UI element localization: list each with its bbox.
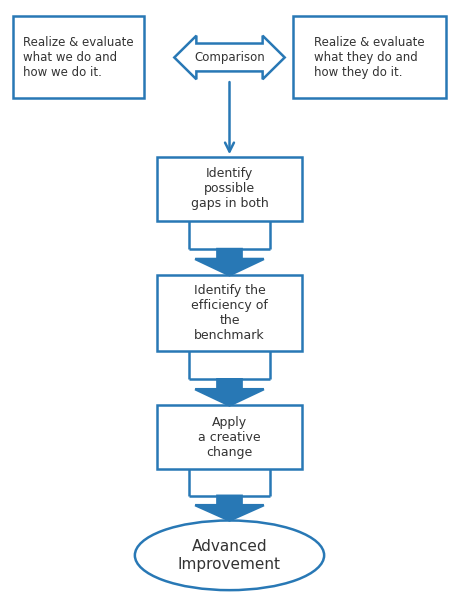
Polygon shape — [195, 379, 264, 405]
FancyBboxPatch shape — [157, 405, 302, 469]
FancyBboxPatch shape — [13, 17, 144, 98]
Text: Advanced
Improvement: Advanced Improvement — [178, 539, 281, 572]
Text: Identify the
efficiency of
the
benchmark: Identify the efficiency of the benchmark — [191, 284, 268, 342]
Text: Comparison: Comparison — [194, 51, 265, 64]
Text: Identify
possible
gaps in both: Identify possible gaps in both — [190, 168, 269, 211]
FancyBboxPatch shape — [292, 17, 446, 98]
Text: Realize & evaluate
what they do and
how they do it.: Realize & evaluate what they do and how … — [314, 36, 425, 79]
Text: Realize & evaluate
what we do and
how we do it.: Realize & evaluate what we do and how we… — [23, 36, 134, 79]
FancyBboxPatch shape — [157, 157, 302, 220]
Polygon shape — [195, 495, 264, 521]
FancyBboxPatch shape — [157, 275, 302, 351]
Polygon shape — [174, 36, 285, 79]
Ellipse shape — [135, 521, 324, 590]
Text: Apply
a creative
change: Apply a creative change — [198, 416, 261, 459]
Polygon shape — [195, 249, 264, 275]
